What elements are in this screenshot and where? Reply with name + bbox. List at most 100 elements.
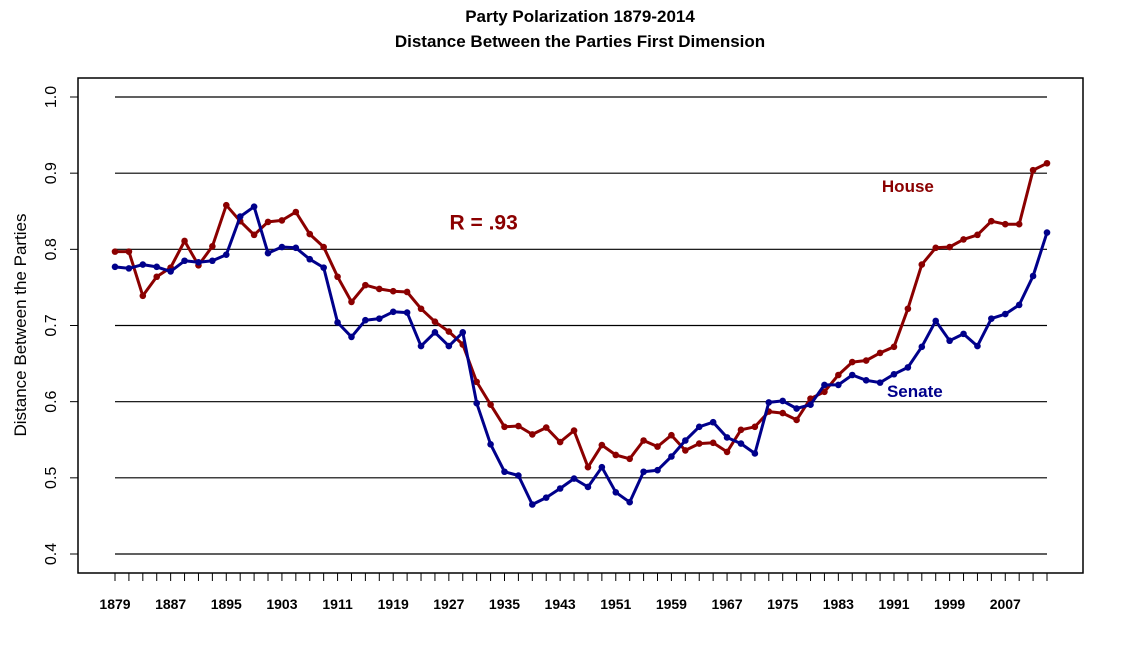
senate-point [181, 257, 188, 265]
house-point [946, 243, 953, 251]
house-point [598, 441, 606, 449]
y-tick-label: 0.4 [43, 543, 60, 565]
house-point [654, 443, 661, 450]
x-tick-label: 1951 [600, 596, 631, 612]
house-point [848, 358, 856, 366]
senate-line [114, 205, 1049, 506]
senate-point [974, 342, 981, 350]
house-point [139, 292, 147, 300]
chart-title: Party Polarization 1879-2014 [465, 7, 695, 26]
senate-point [904, 364, 912, 371]
house-point [862, 357, 870, 364]
senate-point [348, 333, 355, 341]
senate-point [1029, 272, 1037, 280]
house-point [375, 285, 383, 293]
house-point [821, 388, 828, 396]
senate-point [515, 472, 522, 479]
senate-point [542, 494, 550, 501]
y-axis: 0.4 0.5 0.6 0.7 0.8 0.9 1.0 [43, 86, 78, 565]
house-point [960, 236, 967, 243]
y-tick-label: 0.5 [43, 467, 60, 489]
senate-point [918, 343, 926, 351]
house-point [334, 273, 341, 281]
senate-point [946, 337, 953, 345]
series-senate [111, 203, 1051, 508]
annotations: R = .93 House Senate [449, 177, 942, 401]
senate-point [375, 315, 383, 322]
senate-point [988, 315, 995, 322]
x-tick-label: 1983 [823, 596, 854, 612]
x-tick-label: 1967 [711, 596, 742, 612]
senate-point [501, 468, 508, 476]
senate-point [264, 249, 272, 257]
y-axis-label: Distance Between the Parties [11, 213, 30, 436]
house-point [264, 218, 272, 226]
senate-point [403, 309, 411, 316]
annotation-senate: Senate [887, 382, 943, 401]
senate-point [779, 397, 787, 405]
senate-point [1043, 229, 1051, 236]
house-point [278, 217, 286, 224]
senate-point [431, 329, 439, 336]
senate-point [389, 308, 397, 316]
house-point [876, 349, 884, 357]
x-tick-label: 1919 [378, 596, 409, 612]
x-tick-label: 1999 [934, 596, 965, 612]
senate-point [612, 489, 620, 496]
house-point [292, 208, 300, 216]
annotation-r-93: R = .93 [449, 212, 517, 235]
senate-point [111, 263, 119, 271]
house-point [153, 273, 161, 281]
senate-point [723, 434, 731, 441]
senate-point [292, 244, 300, 252]
series-house [111, 159, 1051, 471]
house-point [389, 287, 397, 295]
senate-point [306, 255, 314, 263]
senate-point [709, 418, 717, 426]
senate-point [848, 371, 856, 379]
senate-point [1015, 301, 1023, 309]
x-tick-label: 1943 [545, 596, 576, 612]
senate-point [459, 329, 467, 336]
house-point [529, 431, 536, 438]
senate-point [682, 437, 689, 444]
senate-point [153, 263, 161, 271]
house-point [918, 261, 926, 268]
senate-point [222, 251, 230, 258]
senate-point [529, 501, 536, 508]
house-point [487, 401, 494, 409]
senate-point [835, 381, 842, 389]
senate-point [737, 440, 745, 447]
house-point [348, 298, 355, 306]
house-point [723, 448, 731, 456]
senate-point [821, 381, 828, 389]
senate-point [584, 483, 592, 491]
house-point [501, 423, 508, 431]
annotation-house: House [882, 177, 934, 196]
senate-point [598, 463, 606, 471]
house-point [473, 378, 480, 386]
house-point [890, 343, 898, 351]
y-tick-label: 0.8 [43, 238, 60, 260]
chart-subtitle: Distance Between the Parties First Dimen… [395, 32, 765, 51]
x-tick-label: 2007 [990, 596, 1021, 612]
house-point [835, 371, 842, 379]
senate-point [570, 475, 578, 482]
senate-point [167, 268, 174, 275]
house-point [403, 288, 411, 296]
house-point [306, 230, 314, 238]
house-point [932, 244, 940, 252]
house-point [612, 451, 620, 459]
house-point [1029, 166, 1037, 174]
house-point [1015, 220, 1023, 228]
senate-point [487, 441, 494, 448]
senate-point [236, 213, 244, 220]
house-point [181, 237, 188, 245]
x-tick-label: 1903 [266, 596, 297, 612]
house-point [709, 439, 717, 447]
house-point [1001, 220, 1009, 228]
senate-point [195, 258, 202, 266]
x-tick-label: 1991 [878, 596, 909, 612]
x-tick-label: 1879 [99, 596, 130, 612]
